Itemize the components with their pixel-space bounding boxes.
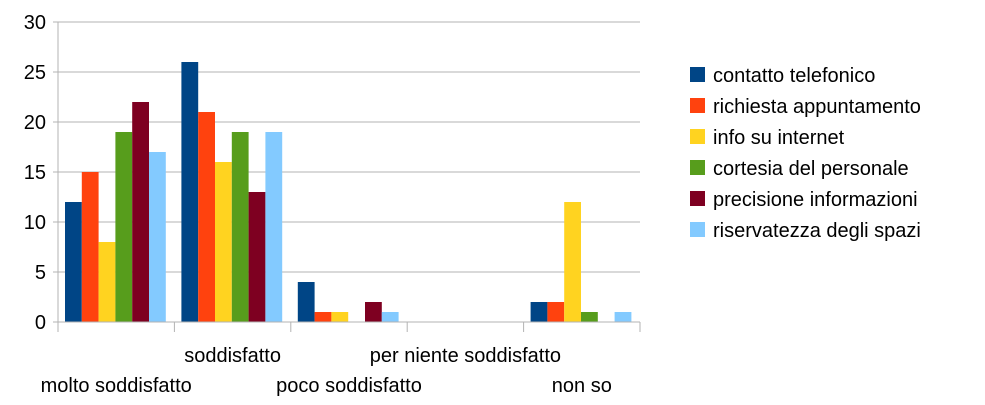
bar-cortesia-del-personale-1 [231,132,249,322]
legend-label: precisione informazioni [713,189,918,211]
bar-riservatezza-degli-spazi-4 [614,312,632,322]
bar-richiesta-appuntamento-1 [198,112,215,322]
bar-info-su-internet-2 [331,312,349,322]
legend-label: cortesia del personale [713,158,909,180]
legend-label: info su internet [713,127,845,149]
bar-riservatezza-degli-spazi-0 [149,152,166,322]
bar-precisione-informazioni-2 [365,302,382,322]
legend-label: richiesta appuntamento [713,96,921,118]
bar-riservatezza-degli-spazi-2 [381,312,399,322]
x-category-label: per niente soddisfatto [370,345,561,367]
x-category-label: soddisfatto [184,345,281,367]
bars [65,62,632,322]
bar-info-su-internet-1 [215,162,232,322]
y-tick-label: 0 [35,312,46,334]
legend-swatch [690,191,705,206]
legend-swatch [690,160,705,175]
bar-info-su-internet-4 [564,202,581,322]
bar-contatto-telefonico-4 [530,302,548,322]
legend-swatch [690,222,705,237]
y-tick-label: 20 [24,112,46,134]
x-category-label: molto soddisfatto [41,375,192,397]
legend-swatch [690,129,705,144]
bar-richiesta-appuntamento-4 [547,302,565,322]
legend-swatch [690,67,705,82]
bar-contatto-telefonico-0 [65,202,82,322]
bar-richiesta-appuntamento-0 [81,172,99,322]
x-axis-labels: molto soddisfatto soddisfatto poco soddisf… [41,345,612,397]
y-axis-ticks: 0 5 10 15 20 25 30 [24,12,58,334]
y-tick-label: 10 [24,212,46,234]
bar-contatto-telefonico-1 [181,62,199,322]
legend: contatto telefonico richiesta appuntament… [690,65,921,242]
y-tick-label: 25 [24,62,46,84]
y-tick-label: 5 [35,262,46,284]
bar-info-su-internet-0 [98,242,116,322]
legend-label: riservatezza degli spazi [713,220,921,242]
x-category-label: non so [552,375,612,397]
y-tick-label: 15 [24,162,46,184]
bar-precisione-informazioni-0 [132,102,149,322]
bar-cortesia-del-personale-0 [115,132,133,322]
bar-richiesta-appuntamento-2 [314,312,332,322]
bar-precisione-informazioni-1 [248,192,266,322]
legend-swatch [690,98,705,113]
bar-contatto-telefonico-2 [297,282,315,322]
axes [57,22,641,332]
y-tick-label: 30 [24,12,46,34]
bar-riservatezza-degli-spazi-1 [265,132,283,322]
bar-cortesia-del-personale-4 [581,312,598,322]
x-category-label: poco soddisfatto [276,375,422,397]
legend-label: contatto telefonico [713,65,875,87]
